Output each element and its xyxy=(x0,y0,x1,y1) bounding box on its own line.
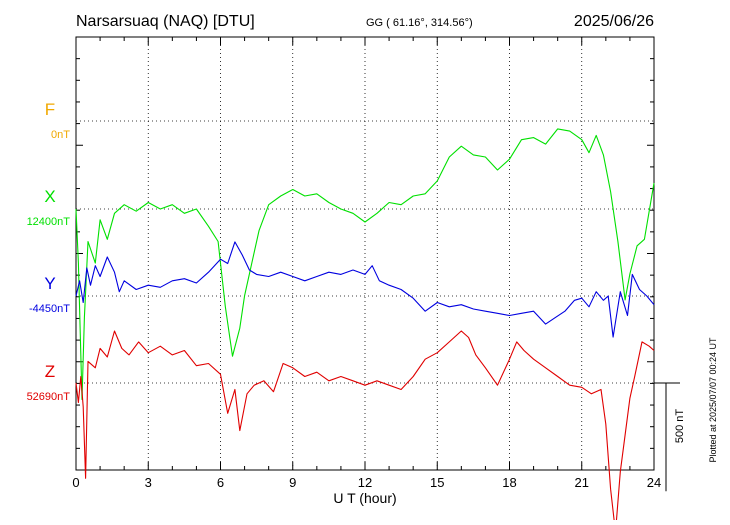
x-tick-label: 18 xyxy=(502,475,516,490)
x-tick-label: 21 xyxy=(575,475,589,490)
x-tick-labels: 0 3 6 9 12 15 18 21 24 xyxy=(72,475,661,490)
series-line-y xyxy=(75,241,655,338)
series-line-z xyxy=(75,330,655,525)
scale-bar-label: 500 nT xyxy=(674,409,686,444)
series-name-f: F xyxy=(45,100,55,119)
series-baseline-x: 12400nT xyxy=(27,216,71,228)
series-baseline-f: 0nT xyxy=(51,129,70,141)
x-tick-label: 12 xyxy=(358,475,372,490)
series-labels: F 0nT X 12400nT Y -4450nT Z 52690nT xyxy=(27,100,71,403)
series-name-x: X xyxy=(44,187,55,206)
station-title: Narsarsuaq (NAQ) [DTU] xyxy=(76,13,255,30)
series-line-x xyxy=(75,128,655,401)
series-lines xyxy=(75,128,655,525)
x-tick-label: 0 xyxy=(72,475,79,490)
series-baseline-y: -4450nT xyxy=(29,303,70,315)
coords-label: GG ( 61.16°, 314.56°) xyxy=(366,17,473,29)
grid-lines xyxy=(76,37,654,470)
x-tick-label: 3 xyxy=(145,475,152,490)
x-axis-label: U T (hour) xyxy=(333,490,396,506)
x-tick-label: 24 xyxy=(647,475,661,490)
date-label: 2025/06/26 xyxy=(574,13,654,30)
x-tick-label: 15 xyxy=(430,475,444,490)
x-tick-label: 9 xyxy=(289,475,296,490)
plotted-at-note: Plotted at 2025/07/07 00:24 UT xyxy=(708,337,718,463)
scale-bar: 500 nT xyxy=(654,382,686,492)
series-name-z: Z xyxy=(45,362,55,381)
series-name-y: Y xyxy=(44,274,55,293)
axis-ticks xyxy=(75,36,655,471)
series-baseline-z: 52690nT xyxy=(27,391,71,403)
x-tick-label: 6 xyxy=(217,475,224,490)
